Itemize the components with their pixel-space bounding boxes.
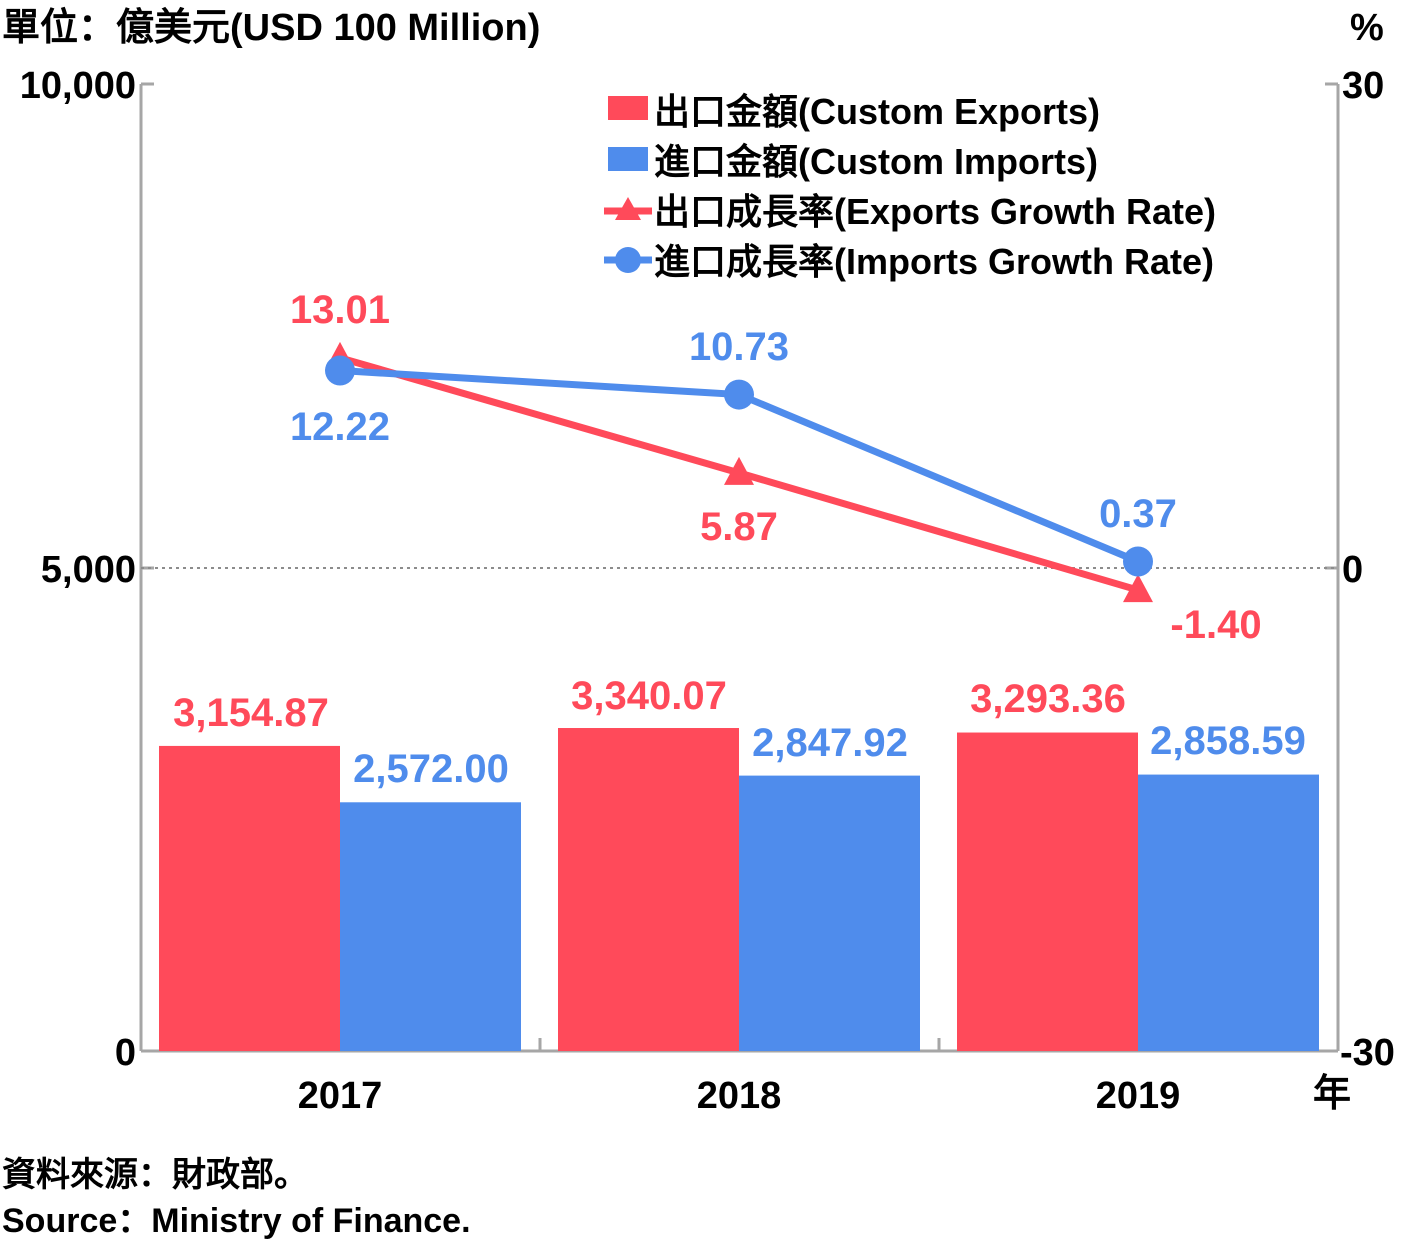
x-tick-label-2018: 2018 xyxy=(697,1075,782,1117)
bar-exports-2017 xyxy=(159,745,340,1051)
left-tick-label: 10,000 xyxy=(20,65,136,107)
line-label-imports-2018: 10.73 xyxy=(689,325,789,369)
bar-label-imports-2019: 2,858.59 xyxy=(1150,719,1306,763)
bar-imports-2017 xyxy=(340,802,521,1051)
marker-imports-2017 xyxy=(325,355,355,386)
bar-label-imports-2018: 2,847.92 xyxy=(752,721,908,765)
left-axis-unit: 單位：億美元(USD 100 Million) xyxy=(2,7,540,49)
line-label-exports-2017: 13.01 xyxy=(290,288,390,332)
bar-exports-2018 xyxy=(558,728,739,1051)
marker-exports-2018 xyxy=(724,456,754,485)
line-label-exports-2018b: 5.87 xyxy=(700,505,778,549)
line-label-imports-2017: 12.22 xyxy=(290,405,390,449)
source-zh: 資料來源：財政部。 xyxy=(2,1156,308,1194)
legend-triangle-icon xyxy=(615,197,641,220)
bar-imports-2019 xyxy=(1138,774,1319,1051)
marker-imports-2018 xyxy=(724,379,754,410)
x-tick-label-2017: 2017 xyxy=(298,1075,383,1117)
right-tick-labels: 30 0 -30 xyxy=(1340,65,1395,1074)
right-axis-unit: % xyxy=(1350,7,1384,49)
bar-exports-2019 xyxy=(957,732,1138,1051)
legend-label-imports-growth: 進口成長率(Imports Growth Rate) xyxy=(654,241,1214,282)
bar-data-labels: 3,154.87 2,572.00 3,340.07 2,847.92 3,29… xyxy=(173,674,1306,791)
bar-label-exports-2019: 3,293.36 xyxy=(970,677,1126,721)
bars xyxy=(159,728,1319,1051)
growth-lines xyxy=(325,341,1153,603)
x-tick-labels: 2017 2018 2019 年 xyxy=(298,1073,1351,1117)
source-en: Source：Ministry of Finance. xyxy=(2,1202,471,1240)
bar-imports-2018 xyxy=(739,775,920,1051)
left-tick-labels: 10,000 5,000 0 xyxy=(20,65,136,1074)
line-label-imports-2019: 0.37 xyxy=(1099,492,1177,536)
legend-label-imports: 進口金額(Custom Imports) xyxy=(654,141,1098,182)
x-tick-label-2019: 2019 xyxy=(1096,1075,1181,1117)
legend: 出口金額(Custom Exports) 進口金額(Custom Imports… xyxy=(604,91,1216,282)
line-data-labels: 13.01 12.22 10.73 -1.40 5.87 0.37 -1.40 xyxy=(290,288,1262,647)
marker-imports-2019 xyxy=(1123,546,1153,577)
right-tick-label: 0 xyxy=(1342,549,1363,591)
legend-label-exports: 出口金額(Custom Exports) xyxy=(654,91,1100,132)
bar-label-exports-2018: 3,340.07 xyxy=(571,674,727,718)
legend-circle-icon xyxy=(615,247,641,273)
legend-swatch-imports xyxy=(608,147,648,171)
legend-swatch-exports xyxy=(608,96,648,120)
x-axis-title: 年 xyxy=(1313,1073,1351,1115)
right-tick-label: -30 xyxy=(1340,1032,1395,1074)
right-tick-label: 30 xyxy=(1342,65,1384,107)
left-tick-label: 5,000 xyxy=(41,549,136,591)
bar-label-imports-2017: 2,572.00 xyxy=(353,747,509,791)
legend-label-exports-growth: 出口成長率(Exports Growth Rate) xyxy=(654,191,1216,232)
left-tick-label: 0 xyxy=(115,1032,136,1074)
line-label-exports-2019: -1.40 xyxy=(1170,603,1261,647)
bar-label-exports-2017: 3,154.87 xyxy=(173,691,329,735)
marker-exports-2019 xyxy=(1123,574,1153,603)
